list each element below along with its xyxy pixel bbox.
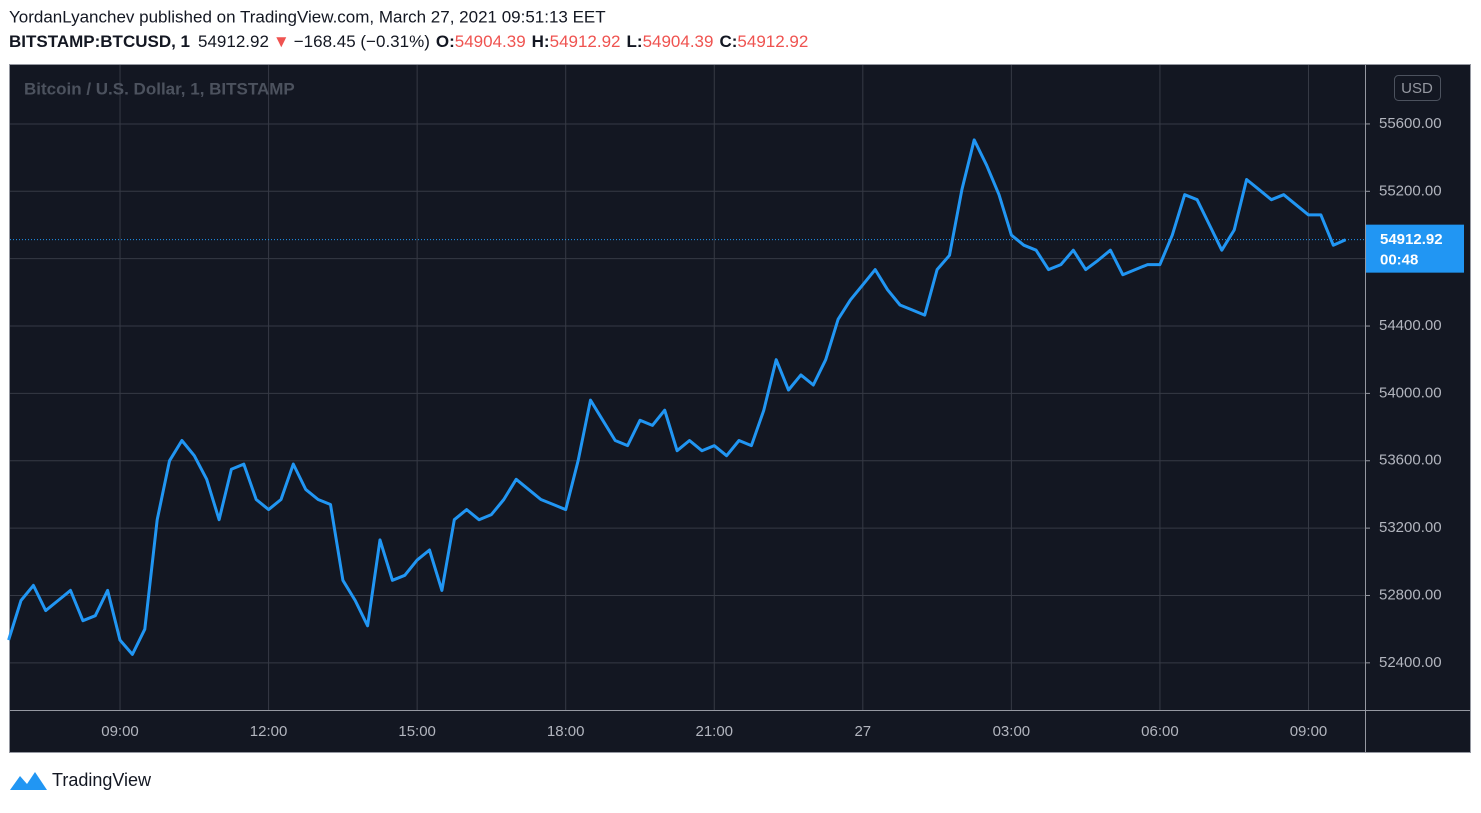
ohlc-value: 54912.92 (550, 32, 621, 51)
y-tick-label: 52800.00 (1379, 586, 1442, 603)
x-tick-label: 15:00 (398, 723, 436, 740)
y-tick-label: 55200.00 (1379, 182, 1442, 199)
last-price-tag (1366, 224, 1464, 273)
x-tick-label: 18:00 (547, 723, 585, 740)
x-tick-label: 06:00 (1141, 723, 1179, 740)
change-arrow: ▼ (273, 32, 290, 51)
plot (7, 138, 1365, 656)
ohlc-label: C: (719, 32, 737, 51)
y-tick-label: 54400.00 (1379, 317, 1442, 334)
ohlc-value: 54912.92 (737, 32, 808, 51)
x-tick-label: 03:00 (993, 723, 1031, 740)
x-tick-label: 21:00 (695, 723, 733, 740)
x-tick-label: 12:00 (250, 723, 288, 740)
y-tick-label: 55600.00 (1379, 115, 1442, 132)
ohlc-label: L: (627, 32, 643, 51)
currency-box (1394, 75, 1441, 101)
y-tick-label: 53200.00 (1379, 519, 1442, 536)
byline: YordanLyanchev published on TradingView.… (9, 7, 606, 26)
change: −168.45 (−0.31%) (294, 32, 430, 51)
price-line (7, 138, 1347, 656)
chart-frame (9, 64, 1471, 753)
logo (10, 772, 47, 790)
y-tick-label: 53600.00 (1379, 452, 1442, 469)
last-price: 54912.92 (198, 32, 269, 51)
ohlc-value: 54904.39 (643, 32, 714, 51)
y-tick-label: 52400.00 (1379, 654, 1442, 671)
chart-title: Bitcoin / U.S. Dollar, 1, BITSTAMP (24, 79, 295, 98)
grid (10, 65, 1365, 710)
ohlc-label: O: (436, 32, 455, 51)
currency: USD (1401, 80, 1433, 97)
ohlc-value: 54904.39 (455, 32, 526, 51)
ohlc-label: H: (532, 32, 550, 51)
brand: TradingView (52, 770, 152, 790)
symbol: BITSTAMP:BTCUSD, 1 (9, 32, 190, 51)
ohlc-line: BITSTAMP:BTCUSD, 1 54912.92 ▼ −168.45 (−0.3… (9, 32, 808, 51)
x-tick-label: 09:00 (101, 723, 139, 740)
last-price-label: 54912.92 (1380, 231, 1443, 248)
logo-icon (10, 772, 47, 790)
x-tick-label: 09:00 (1290, 723, 1328, 740)
y-tick-label: 54000.00 (1379, 384, 1442, 401)
countdown: 00:48 (1380, 252, 1418, 269)
x-tick-label: 27 (854, 723, 871, 740)
